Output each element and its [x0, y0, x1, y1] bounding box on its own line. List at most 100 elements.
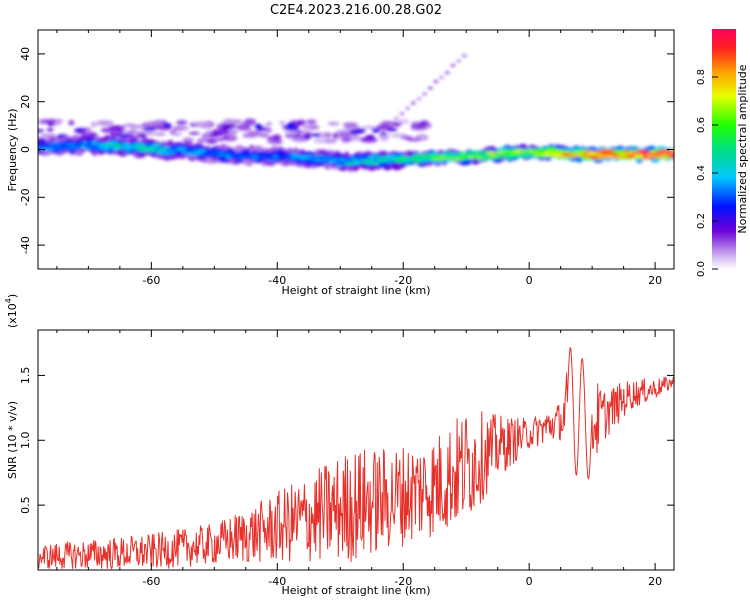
x-tick-label: 20: [648, 575, 662, 588]
spectral-blob: [46, 128, 54, 132]
colorbar-ticks: 0.0 0.2 0.4 0.6 0.8: [696, 69, 718, 277]
spectral-blob: [422, 92, 428, 96]
snr-panel: -60 -40 -20 0 20 0.5 1.0 1.5 Height of straight…: [4, 294, 675, 597]
spectral-blob: [380, 132, 387, 136]
spectral-blob: [47, 122, 55, 127]
y-tick-label: 0: [19, 146, 32, 153]
x-tick-label: -20: [394, 274, 412, 287]
spectral-blob: [444, 71, 450, 75]
snr-scale-exponent: 4: [4, 298, 13, 303]
ridge-segment: [84, 144, 99, 148]
spectral-blob: [266, 140, 277, 144]
spectral-blob: [348, 129, 365, 134]
spectral-blob: [306, 119, 317, 125]
x-tick-label: 0: [526, 274, 533, 287]
spectrogram-blobs: [38, 54, 674, 172]
ridge-segment: [103, 142, 118, 147]
ridge-segment: [450, 153, 463, 156]
spectrogram-ylabel: Frequency (Hz): [6, 109, 19, 192]
spectral-blob: [456, 59, 462, 63]
x-tick-label: 20: [648, 274, 662, 287]
ridge-segment: [124, 145, 135, 149]
spectral-blob: [285, 125, 299, 131]
spectral-blob: [286, 122, 296, 128]
x-tick-label: -60: [142, 575, 160, 588]
ridge-segment: [164, 150, 176, 154]
ridge-segment: [397, 156, 409, 159]
ridge-segment: [330, 161, 344, 166]
ridge-segment: [457, 157, 469, 160]
colorbar: 0.0 0.2 0.4 0.6 0.8 Normalized spectral ampl…: [696, 29, 749, 277]
spectral-blob: [380, 134, 389, 142]
y-tick-label: 1.5: [19, 367, 32, 385]
ridge-segment: [431, 158, 445, 161]
spectral-blob: [73, 129, 86, 133]
spectral-blob: [154, 132, 166, 136]
ridge-segment: [348, 157, 358, 161]
ridge-segment: [464, 153, 475, 156]
x-tick-label: -60: [142, 274, 160, 287]
ridge-segment: [581, 154, 591, 158]
snr-scale-label: (x104): [4, 294, 19, 328]
spectral-blob: [188, 131, 200, 135]
ridge-segment: [514, 149, 526, 152]
y-tick-label: 0.5: [19, 496, 32, 514]
spectral-blob: [337, 133, 349, 138]
ridge-segment: [486, 151, 496, 155]
x-tick-label: -40: [268, 575, 286, 588]
ridge-segment: [656, 155, 667, 158]
snr-xlabel: Height of straight line (km): [281, 584, 430, 597]
spectral-blob: [311, 133, 321, 137]
spectral-blob: [416, 97, 422, 101]
y-tick-label: -20: [19, 188, 32, 206]
spectral-blob: [96, 120, 114, 126]
spectral-blob: [136, 133, 147, 138]
y-tick-label: 1.0: [19, 432, 32, 450]
spectral-blob: [235, 123, 250, 130]
spectral-blob: [257, 132, 269, 138]
ridge-segment: [594, 150, 603, 154]
snr-frame: [37, 329, 675, 571]
spectral-blob: [342, 122, 358, 128]
colorbar-label: Normalized spectral amplitude: [736, 64, 749, 233]
spectral-blob: [450, 63, 456, 67]
snr-ticks: -60 -40 -20 0 20 0.5 1.0 1.5: [19, 330, 674, 588]
spectral-blob: [176, 120, 188, 125]
spectral-blob: [100, 127, 117, 133]
spectral-blob: [205, 138, 218, 144]
spectral-blob: [303, 134, 312, 140]
spectrogram-panel: -60 -40 -20 0 20 -40 -20 0 20 40 Height of straig…: [6, 29, 675, 297]
ridge-segment: [640, 151, 651, 154]
spectral-blob: [40, 133, 57, 138]
spectral-blob: [265, 121, 272, 126]
spectral-blob: [215, 137, 226, 142]
spectral-blob: [365, 134, 375, 140]
spectral-blob: [398, 119, 410, 124]
spectral-blob: [242, 133, 258, 139]
spectral-blob: [323, 138, 337, 144]
figure-title: C2E4.2023.216.00.28.G02: [270, 3, 442, 18]
spectral-blob: [340, 136, 352, 143]
ridge-segment: [556, 150, 571, 153]
spectrogram-xlabel: Height of straight line (km): [281, 284, 430, 297]
y-tick-label: 20: [19, 95, 32, 109]
spectral-blob: [90, 121, 97, 128]
spectral-blob: [174, 125, 189, 131]
spectral-blob: [410, 101, 416, 105]
ridge-segment: [506, 153, 521, 156]
spectral-blob: [142, 127, 157, 131]
spectral-blob: [439, 75, 445, 79]
spectral-blob: [410, 121, 420, 125]
x-tick-label: -40: [268, 274, 286, 287]
colorbar-tick-label: 0.4: [696, 165, 707, 181]
ridge-segment: [41, 147, 54, 151]
colorbar-tick-label: 0.6: [696, 117, 707, 133]
spectral-blob: [372, 128, 381, 133]
y-tick-label: 40: [19, 47, 32, 61]
spectral-blob: [223, 123, 237, 128]
spectral-blob: [331, 132, 340, 139]
x-tick-label: 0: [526, 575, 533, 588]
spectral-blob: [427, 86, 433, 90]
spectral-blob: [109, 131, 120, 138]
ridge-segment: [613, 155, 627, 158]
